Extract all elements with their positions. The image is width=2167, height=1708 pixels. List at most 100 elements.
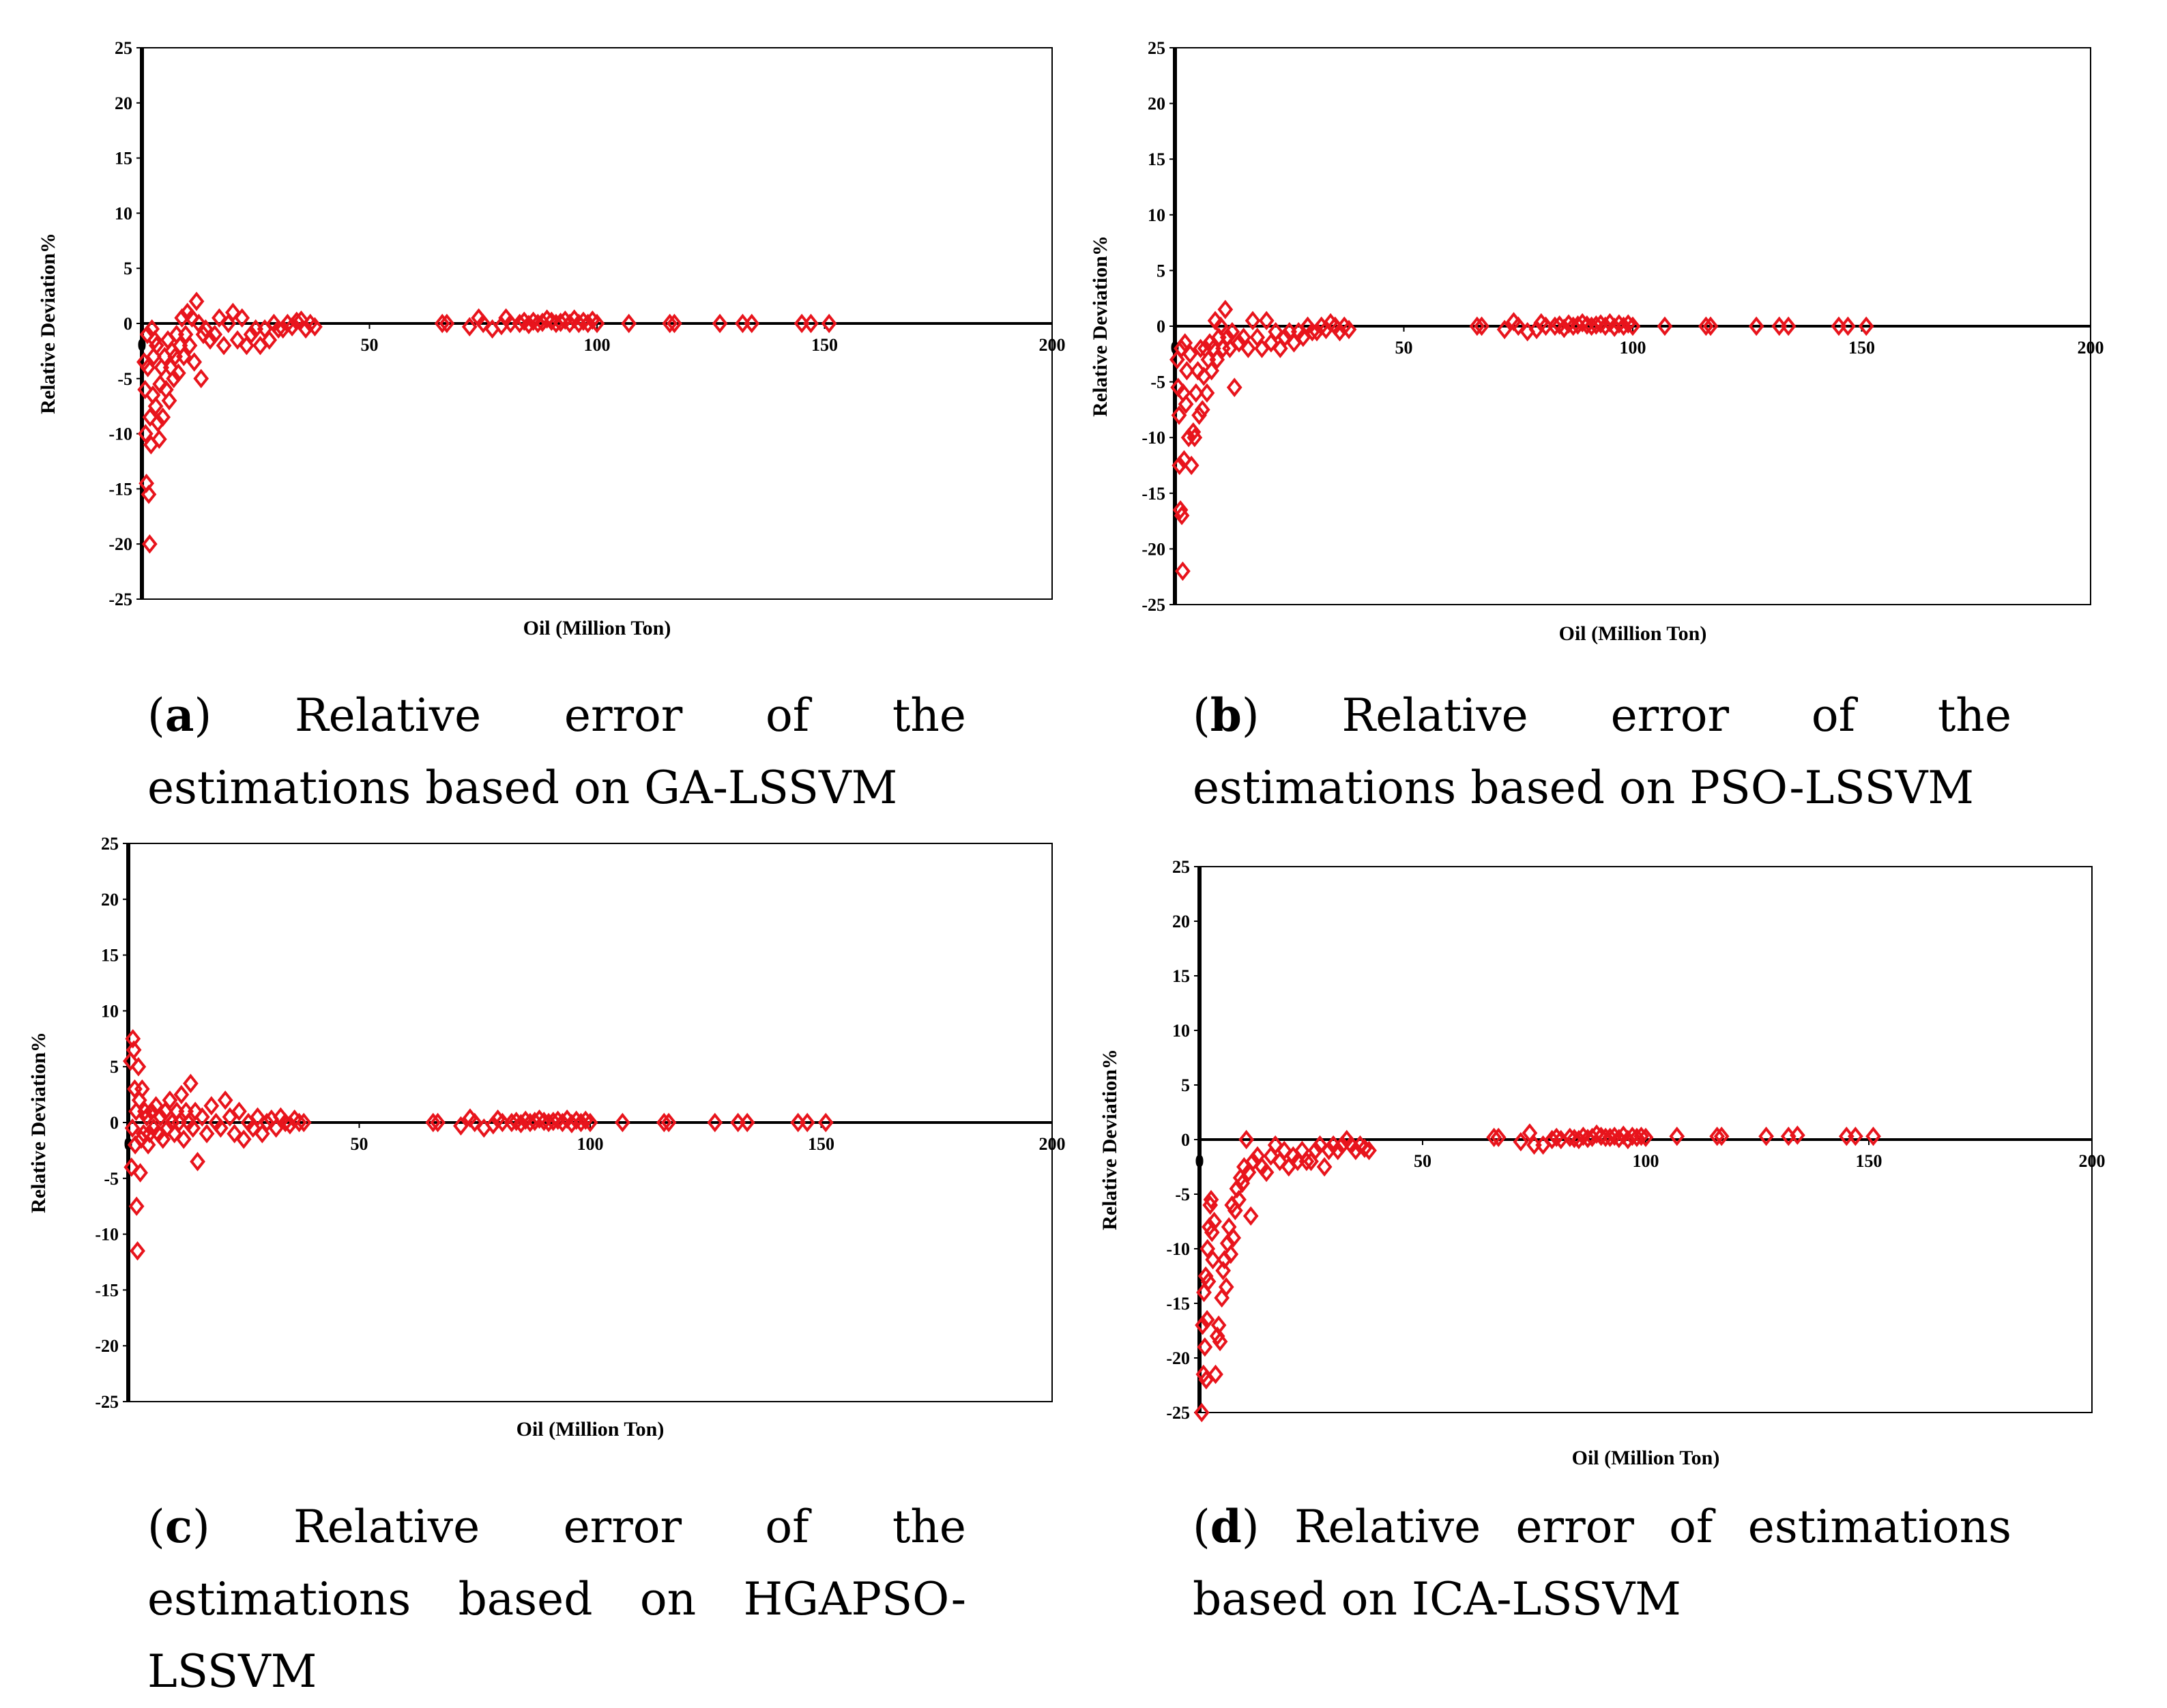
- y-tick-label: 15: [1172, 966, 1190, 986]
- data-point: [1215, 1260, 1232, 1281]
- data-point: [662, 313, 678, 334]
- data-point: [1224, 321, 1240, 342]
- data-point: [142, 407, 158, 427]
- data-point: [1208, 1364, 1223, 1385]
- data-point: [149, 413, 166, 433]
- data-point: [1268, 321, 1283, 342]
- panel-d: 25 20 15 10 5 0 -5 -10 -15 -20 -25 0 50 100 150 200 Oil …: [1084, 835, 2167, 1670]
- data-point: [183, 1073, 199, 1093]
- data-point: [1548, 1127, 1565, 1148]
- data-point: [147, 396, 164, 416]
- data-point: [126, 1040, 142, 1060]
- data-point: [1194, 400, 1210, 420]
- data-point: [166, 368, 182, 389]
- data-point: [1204, 1222, 1220, 1243]
- data-point: [1212, 316, 1229, 336]
- y-tick-label: -15: [108, 479, 132, 499]
- data-point: [1183, 455, 1199, 476]
- data-point: [1298, 1151, 1315, 1172]
- x-tick-label: 150: [808, 1134, 834, 1154]
- data-point: [1588, 315, 1604, 335]
- data-point: [143, 1101, 160, 1121]
- y-tick-label: 5: [110, 1057, 119, 1077]
- panel-b: 25 20 15 10 5 0 -5 -10 -15 -20 -25 0 50 100 150 200 Oil …: [1084, 0, 2167, 835]
- data-point: [250, 1107, 265, 1127]
- data-point: [130, 1056, 147, 1077]
- data-point: [174, 308, 190, 328]
- x-tick-label: 100: [584, 335, 611, 355]
- data-point: [227, 1124, 243, 1144]
- data-point: [284, 317, 300, 337]
- y-tick-label: -25: [1166, 1403, 1190, 1423]
- data-point: [1713, 1126, 1730, 1146]
- data-point: [1218, 1277, 1234, 1297]
- data-point: [1469, 316, 1485, 336]
- data-point: [124, 1118, 141, 1138]
- x-tick-label: 200: [2078, 338, 2104, 358]
- data-point: [1217, 300, 1234, 319]
- data-point: [1780, 316, 1797, 336]
- data-point: [430, 1112, 446, 1133]
- y-tick-label: -10: [1166, 1239, 1190, 1259]
- data-point: [1848, 1126, 1863, 1146]
- y-tick-label: 20: [1172, 912, 1190, 931]
- data-point: [217, 1090, 233, 1110]
- y-tick-label: 0: [110, 1113, 119, 1133]
- data-point: [161, 390, 177, 411]
- y-tick-label: -5: [1150, 373, 1165, 392]
- data-point: [261, 330, 278, 350]
- data-point: [235, 1129, 252, 1149]
- data-point: [1702, 316, 1719, 336]
- y-tick-label: -5: [104, 1169, 119, 1189]
- data-point: [137, 379, 154, 400]
- x-tick-label: 100: [577, 1134, 604, 1154]
- data-point: [162, 1090, 178, 1110]
- data-point: [175, 1129, 192, 1149]
- data-point: [141, 534, 158, 554]
- data-point: [155, 407, 171, 427]
- data-point: [1223, 1244, 1239, 1264]
- data-point: [1865, 1126, 1881, 1146]
- data-point: [439, 313, 455, 334]
- y-tick-label: 10: [1172, 1021, 1190, 1041]
- caption-label-b: b: [1210, 689, 1242, 742]
- data-point: [139, 1107, 155, 1127]
- data-point: [173, 1084, 190, 1105]
- data-point: [1193, 1402, 1210, 1423]
- data-point: [1330, 1140, 1346, 1161]
- data-point: [212, 308, 227, 328]
- data-point: [231, 1101, 247, 1121]
- y-tick-label: 10: [101, 1001, 119, 1021]
- data-point: [132, 1163, 148, 1183]
- y-tick-label: -10: [95, 1225, 119, 1245]
- y-tick-label: -25: [95, 1392, 119, 1412]
- data-point: [1212, 1331, 1228, 1352]
- y-tick-label: 15: [115, 149, 132, 169]
- data-point: [216, 336, 232, 356]
- data-point: [181, 336, 198, 356]
- data-point: [1175, 561, 1191, 581]
- y-tick-label: -25: [1141, 595, 1165, 615]
- y-tick-label: 15: [1148, 149, 1165, 169]
- data-point: [139, 324, 156, 345]
- caption-c: (c) Relative error of the estimations ba…: [147, 1500, 966, 1698]
- data-point: [1575, 1126, 1591, 1146]
- caption-label-a: a: [164, 689, 194, 742]
- x-tick-label: 100: [1633, 1151, 1659, 1171]
- y-tick-label: 20: [101, 890, 119, 910]
- data-point: [1238, 1129, 1255, 1150]
- data-point: [1316, 1157, 1333, 1177]
- data-point: [1638, 1127, 1654, 1148]
- caption-label-c: c: [164, 1500, 192, 1553]
- data-point: [656, 1112, 672, 1133]
- data-point: [1276, 1140, 1292, 1161]
- data-point: [153, 1107, 169, 1127]
- data-point: [582, 1112, 598, 1133]
- y-tick-label: 25: [115, 38, 132, 58]
- data-point: [207, 324, 223, 345]
- x-tick-label: 200: [2079, 1151, 2106, 1171]
- data-point: [1597, 316, 1614, 336]
- data-point: [140, 358, 156, 377]
- data-point: [1225, 1228, 1242, 1248]
